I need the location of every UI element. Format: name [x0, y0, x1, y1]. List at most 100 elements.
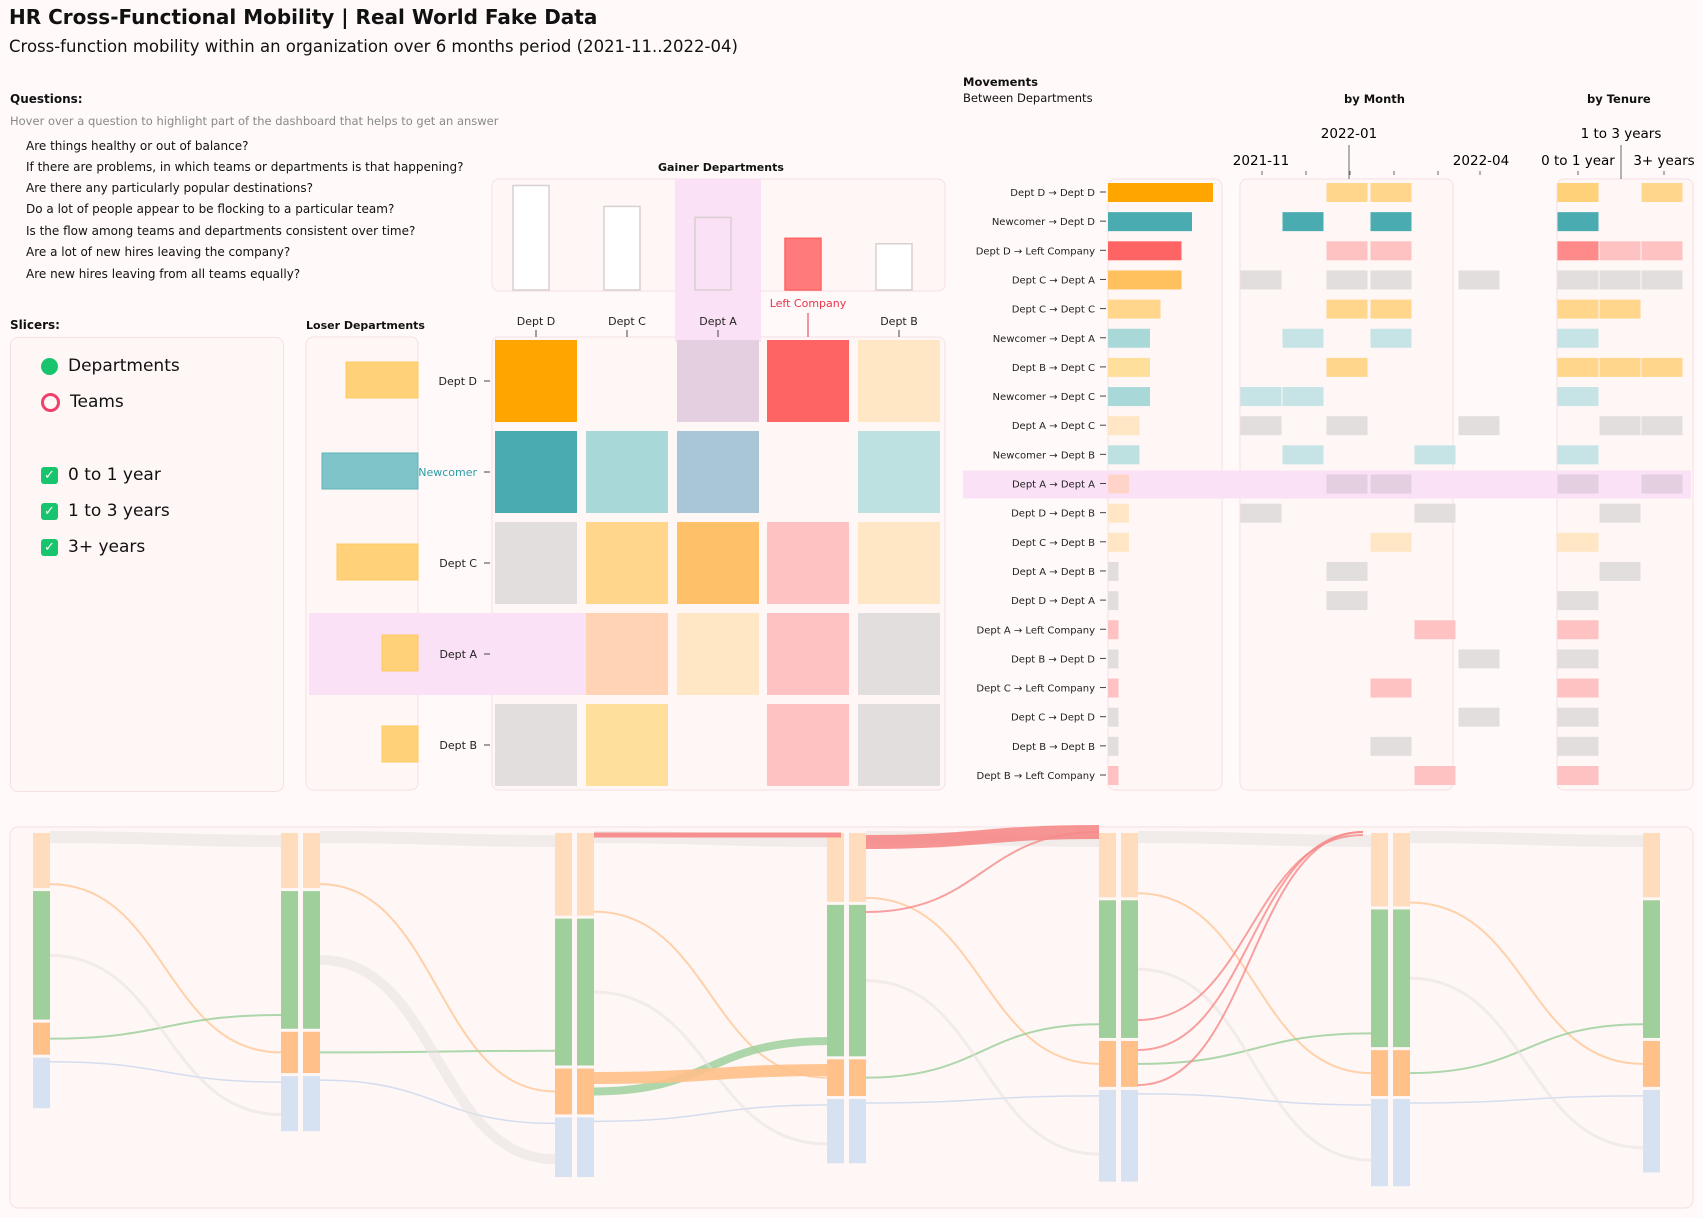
movement-month-cell — [1370, 532, 1412, 552]
sankey-node-segment — [281, 833, 298, 889]
sankey-link — [49, 1014, 282, 1040]
sankey-link — [1137, 1093, 1372, 1106]
sankey-node-segment — [1643, 900, 1660, 1038]
movement-month-cell — [1458, 270, 1500, 290]
movement-month-cell — [1370, 474, 1412, 494]
sankey-node-segment — [577, 918, 594, 1066]
question-item[interactable]: Are things healthy or out of balance? — [26, 139, 249, 153]
movements-title: Movements — [963, 75, 1038, 89]
movement-bar — [1108, 678, 1119, 698]
slicer-tenure-3plus[interactable]: ✓ 3+ years — [41, 537, 145, 557]
month-tick-label: 2022-01 — [1321, 126, 1377, 142]
sankey-node-segment — [577, 1117, 594, 1178]
sankey-node-segment — [1643, 833, 1660, 898]
question-item[interactable]: Is the flow among teams and departments … — [26, 224, 416, 238]
sankey-node-segment — [1393, 909, 1410, 1048]
slicer-tenure-1-3[interactable]: ✓ 1 to 3 years — [41, 501, 170, 521]
sankey-node-segment — [1099, 1089, 1116, 1182]
movement-bar — [1108, 387, 1150, 407]
movement-month-cell — [1414, 620, 1456, 640]
sankey-node-segment — [555, 1117, 572, 1178]
movement-month-cell — [1370, 678, 1412, 698]
movement-bar — [1108, 299, 1161, 319]
matrix-cell — [767, 340, 849, 422]
sankey-link — [1409, 1023, 1644, 1075]
slicer-teams[interactable]: Teams — [41, 392, 124, 412]
movement-month-cell — [1240, 416, 1282, 436]
matrix-cell — [858, 431, 940, 513]
movement-tenure-cell — [1599, 241, 1641, 261]
question-item[interactable]: Are a lot of new hires leaving the compa… — [26, 245, 291, 259]
movement-tenure-cell — [1557, 707, 1599, 727]
movement-row-label: Dept C → Left Company — [976, 684, 1095, 695]
loser-highlight-band — [309, 613, 587, 695]
movement-month-cell — [1326, 416, 1368, 436]
loser-row-label: Dept C — [439, 557, 477, 570]
sankey-node-segment — [1371, 909, 1388, 1048]
movement-month-cell — [1326, 183, 1368, 202]
gainer-bar — [784, 237, 822, 291]
movement-row-label: Dept D → Dept A — [1011, 596, 1095, 607]
gainer-column-label: Dept B — [880, 315, 918, 328]
question-item[interactable]: Do a lot of people appear to be flocking… — [26, 202, 395, 216]
movement-tenure-cell — [1557, 299, 1599, 319]
movement-tenure-cell — [1557, 445, 1599, 465]
sankey-node-segment — [1643, 1089, 1660, 1173]
sankey-link — [865, 896, 1100, 1065]
sankey-node-segment — [1121, 900, 1138, 1038]
movement-row-label: Dept B → Dept B — [1012, 742, 1095, 753]
by-tenure-title: by Tenure — [1587, 92, 1651, 106]
matrix-cell — [677, 613, 759, 695]
sankey-node-segment — [849, 1099, 866, 1164]
movement-month-cell — [1282, 387, 1324, 407]
tenure-tick-label: 3+ years — [1633, 153, 1694, 169]
questions-heading: Questions: — [10, 92, 83, 106]
movement-month-cell — [1326, 591, 1368, 611]
movement-bar — [1108, 474, 1129, 494]
sankey-link — [1409, 901, 1644, 1065]
movement-bar — [1108, 649, 1119, 669]
gainer-column-label: Dept D — [517, 315, 556, 328]
sankey-node-segment — [555, 918, 572, 1066]
movement-row-label: Dept D → Dept B — [1011, 509, 1095, 520]
movement-bar — [1108, 270, 1182, 290]
gainer-bar — [603, 205, 641, 291]
movement-tenure-cell — [1599, 357, 1641, 377]
sankey-link — [1409, 976, 1644, 1150]
sankey-node-segment — [577, 1068, 594, 1115]
loser-bar — [381, 725, 419, 763]
sankey-link — [1137, 1032, 1372, 1065]
slicer-departments[interactable]: Departments — [41, 356, 180, 376]
movement-month-cell — [1414, 503, 1456, 523]
movement-tenure-cell — [1557, 183, 1599, 202]
loser-row-label: Dept D — [439, 375, 478, 388]
sankey-link — [1409, 831, 1644, 847]
movement-bar — [1108, 561, 1119, 581]
sankey-node-segment — [1099, 900, 1116, 1038]
movement-tenure-cell — [1599, 299, 1641, 319]
movement-tenure-cell — [1557, 620, 1599, 640]
by-month-title: by Month — [1344, 92, 1405, 106]
question-item[interactable]: Are new hires leaving from all teams equ… — [26, 267, 301, 281]
matrix-cell — [767, 522, 849, 604]
movement-tenure-cell — [1641, 357, 1683, 377]
sankey-node-segment — [33, 1022, 50, 1055]
movement-tenure-cell — [1599, 416, 1641, 436]
slicer-tenure-label: 3+ years — [68, 537, 146, 557]
matrix-cell — [495, 340, 577, 422]
movement-row-label: Dept C → Dept A — [1012, 275, 1095, 286]
matrix-cell — [495, 431, 577, 513]
sankey-node-segment — [1393, 1050, 1410, 1097]
matrix-cell — [586, 704, 668, 786]
movement-month-cell — [1458, 416, 1500, 436]
sankey-link — [865, 831, 1100, 913]
sankey-link — [49, 953, 282, 1117]
loser-row-label: Newcomer — [418, 466, 477, 479]
sankey-node-segment — [849, 833, 866, 902]
question-item[interactable]: Are there any particularly popular desti… — [26, 181, 314, 195]
question-item[interactable]: If there are problems, in which teams or… — [26, 160, 464, 174]
sankey-link — [593, 1104, 828, 1123]
sankey-node-segment — [849, 1059, 866, 1097]
sankey-node-segment — [1121, 1089, 1138, 1182]
slicer-tenure-0-1[interactable]: ✓ 0 to 1 year — [41, 465, 161, 485]
